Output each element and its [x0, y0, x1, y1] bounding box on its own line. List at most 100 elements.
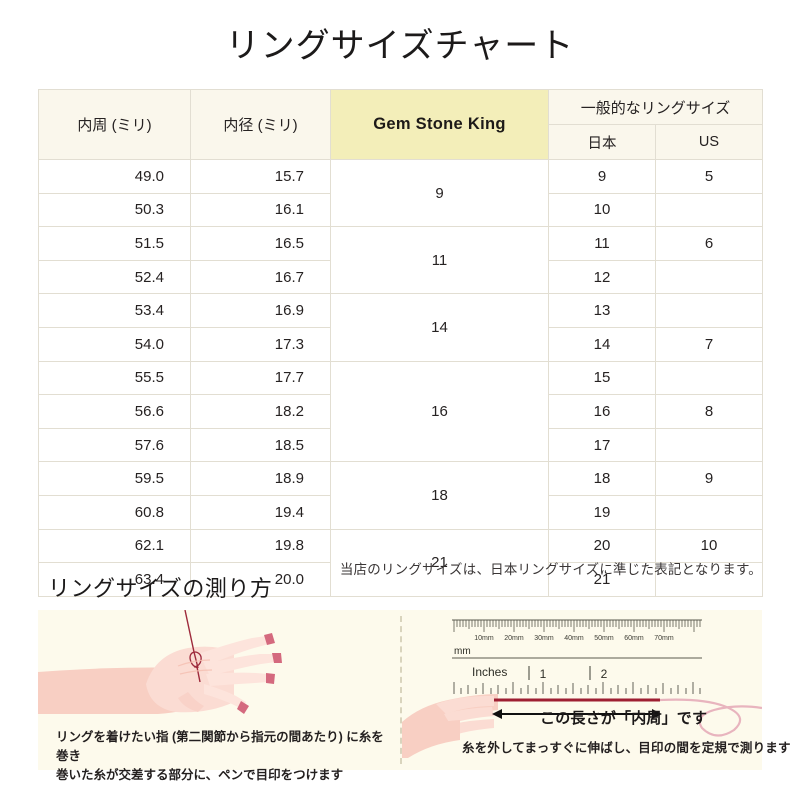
cell-inner-diameter: 20.0	[190, 562, 331, 597]
howto-left-caption: リングを着けたい指 (第二関節から指元の間あたり) に糸を巻き 巻いた糸が交差す…	[56, 728, 386, 785]
cell-japan-size: 18	[548, 461, 656, 496]
cell-japan-size: 20	[548, 528, 656, 564]
cell-gem-stone-king-size: 16	[330, 360, 549, 463]
header-us: US	[655, 124, 763, 160]
hand-holding-thread	[402, 694, 498, 758]
cell-japan-size: 16	[548, 394, 656, 429]
cell-inner-circumference: 50.3	[38, 192, 191, 228]
cell-inner-diameter: 19.8	[190, 528, 331, 564]
header-inner-circumference: 内周 (ミリ)	[38, 89, 191, 160]
table-note: 当店のリングサイズは、日本リングサイズに準じた表記となります。	[339, 562, 762, 577]
svg-text:2: 2	[601, 667, 608, 681]
cell-japan-size: 14	[548, 326, 656, 362]
ring-size-table-container: 内周 (ミリ) 内径 (ミリ) Gem Stone King 一般的なリングサイ…	[38, 89, 763, 597]
cell-inner-diameter: 16.7	[190, 259, 331, 295]
cell-gem-stone-king-size: 21	[330, 528, 549, 597]
thread-curl	[659, 698, 762, 737]
cell-inner-circumference: 57.6	[38, 427, 191, 463]
table-header: 内周 (ミリ) 内径 (ミリ) Gem Stone King 一般的なリングサイ…	[38, 89, 763, 160]
hand-with-thread-illustration	[38, 610, 282, 714]
cell-inner-diameter: 17.3	[190, 326, 331, 362]
cell-inner-circumference: 63.4	[38, 562, 191, 597]
cell-japan-size: 15	[548, 360, 656, 396]
ruler-mm-label: mm	[454, 646, 471, 657]
howto-heading: リングサイズの測り方	[48, 576, 273, 601]
cell-gem-stone-king-size: 14	[330, 293, 549, 362]
cell-us-size	[655, 360, 763, 396]
cell-japan-size: 21	[548, 562, 656, 597]
cell-inner-diameter: 18.2	[190, 394, 331, 429]
cell-japan-size: 19	[548, 494, 656, 530]
table-row: 50.3 16.1 10	[38, 192, 763, 228]
cell-gem-stone-king-size: 9	[330, 158, 549, 228]
cell-us-size: 8	[655, 394, 763, 429]
cell-japan-size: 11	[548, 226, 656, 261]
cell-inner-diameter: 16.1	[190, 192, 331, 228]
svg-text:1: 1	[540, 667, 547, 681]
svg-text:30mm: 30mm	[534, 635, 554, 642]
table-row: 54.0 17.3 14 7	[38, 326, 763, 362]
table-body: 49.0 15.7 9 9 5 50.3 16.1 10 51.5 16.5 11 11 6 52.4 16…	[38, 158, 763, 597]
table-row: 53.4 16.9 14 13	[38, 293, 763, 362]
header-general-ring-size: 一般的なリングサイズ	[548, 89, 763, 125]
header-japan: 日本	[548, 124, 656, 160]
cell-us-size: 5	[655, 159, 763, 194]
svg-text:10mm: 10mm	[474, 635, 494, 642]
ring-size-table: 内周 (ミリ) 内径 (ミリ) Gem Stone King 一般的なリングサイ…	[38, 89, 763, 597]
ruler-mm-ticks: 10mm 20mm 30mm 40mm 50mm 60mm 70mm	[474, 635, 674, 642]
cell-inner-circumference: 60.8	[38, 494, 191, 530]
page-title: リングサイズチャート	[225, 27, 575, 65]
cell-us-size: 7	[655, 326, 763, 362]
howto-left-caption-line2: 巻いた糸が交差する部分に、ペンで目印をつけます	[56, 768, 344, 782]
measurement-arrow	[492, 709, 662, 719]
cell-japan-size: 17	[548, 427, 656, 463]
cell-inner-diameter: 16.9	[190, 293, 331, 328]
cell-inner-diameter: 15.7	[190, 159, 331, 194]
cell-japan-size: 10	[548, 192, 656, 228]
table-row: 55.5 17.7 16 15	[38, 360, 763, 463]
header-gem-stone-king: Gem Stone King	[330, 89, 549, 160]
panel-divider	[400, 616, 402, 764]
svg-text:20mm: 20mm	[504, 635, 524, 642]
svg-text:50mm: 50mm	[594, 635, 614, 642]
cell-gem-stone-king-size: 11	[330, 226, 549, 295]
cell-japan-size: 9	[548, 159, 656, 194]
howto-left-caption-line1: リングを着けたい指 (第二関節から指元の間あたり) に糸を巻き	[56, 730, 384, 763]
howto-illustration-panels: 10mm 20mm 30mm 40mm 50mm 60mm 70mm mm In…	[38, 610, 762, 770]
svg-text:40mm: 40mm	[564, 635, 584, 642]
cell-inner-circumference: 62.1	[38, 528, 191, 564]
cell-inner-circumference: 59.5	[38, 461, 191, 496]
header-inner-diameter: 内径 (ミリ)	[190, 89, 331, 160]
cell-inner-circumference: 56.6	[38, 394, 191, 429]
table-row: 60.8 19.4 19	[38, 494, 763, 530]
svg-text:60mm: 60mm	[624, 635, 644, 642]
cell-us-size	[655, 192, 763, 228]
table-row: 63.4 20.0 21	[38, 562, 763, 597]
table-row: 56.6 18.2 16 8	[38, 394, 763, 429]
cell-japan-size: 12	[548, 259, 656, 295]
cell-inner-circumference: 54.0	[38, 326, 191, 362]
cell-gem-stone-king-size: 18	[330, 461, 549, 530]
cell-us-size: 9	[655, 461, 763, 496]
cell-us-size	[655, 562, 763, 597]
svg-text:70mm: 70mm	[654, 635, 674, 642]
table-row: 57.6 18.5 17	[38, 427, 763, 463]
ruler-measuring-illustration: 10mm 20mm 30mm 40mm 50mm 60mm 70mm mm In…	[402, 618, 762, 758]
table-row: 59.5 18.9 18 18 9	[38, 461, 763, 530]
cell-inner-diameter: 18.9	[190, 461, 331, 496]
cell-inner-diameter: 19.4	[190, 494, 331, 530]
cell-inner-circumference: 53.4	[38, 293, 191, 328]
cell-inner-diameter: 18.5	[190, 427, 331, 463]
cell-us-size	[655, 259, 763, 295]
ruler-inch-ticks: 1 2	[540, 667, 608, 681]
table-row: 49.0 15.7 9 9 5	[38, 158, 763, 228]
ruler-inches-label: Inches	[472, 665, 507, 679]
table-row: 52.4 16.7 12	[38, 259, 763, 295]
cell-us-size: 6	[655, 226, 763, 261]
cell-us-size	[655, 293, 763, 328]
cell-inner-circumference: 49.0	[38, 159, 191, 194]
cell-inner-diameter: 16.5	[190, 226, 331, 261]
ruler: 10mm 20mm 30mm 40mm 50mm 60mm 70mm mm In…	[452, 618, 702, 694]
cell-us-size	[655, 427, 763, 463]
cell-inner-circumference: 55.5	[38, 360, 191, 396]
